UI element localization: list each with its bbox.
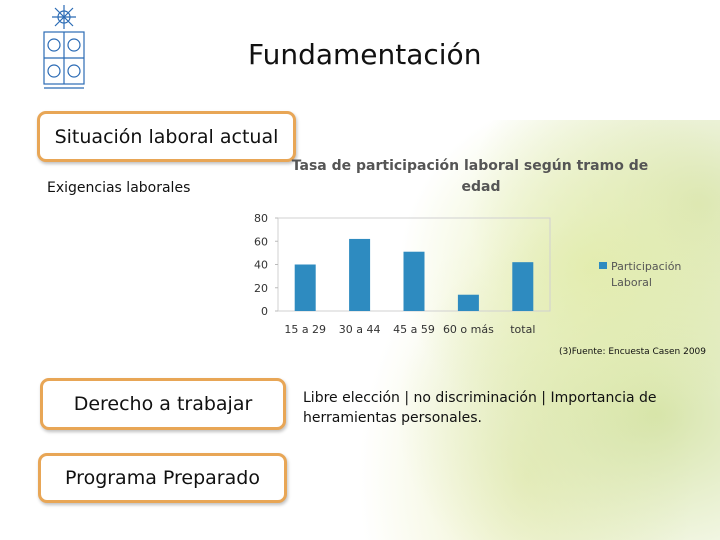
chart-title-line-1: Tasa de participación laboral según tram… <box>292 158 648 174</box>
programa-preparado-box: Programa Preparado <box>38 453 287 503</box>
y-tick-label: 0 <box>261 305 268 318</box>
derecho-trabajar-label: Derecho a trabajar <box>73 393 253 415</box>
bar-3 <box>457 294 479 311</box>
x-tick-label: 30 a 44 <box>339 323 381 336</box>
source-note: (3)Fuente: Encuesta Casen 2009 <box>559 347 707 357</box>
situacion-laboral-label: Situación laboral actual <box>54 125 279 148</box>
y-tick-label: 80 <box>254 212 268 225</box>
programa-preparado-label: Programa Preparado <box>65 467 260 489</box>
exigencias-subtitle: Exigencias laborales <box>47 180 191 196</box>
description-text: Libre elección | no discriminación | Imp… <box>303 390 657 426</box>
bar-4 <box>512 262 534 311</box>
slide-title: Fundamentación <box>248 38 482 71</box>
x-tick-label: 45 a 59 <box>393 323 435 336</box>
bar-1 <box>349 238 371 311</box>
university-crest-icon <box>40 4 88 90</box>
derecho-trabajar-box: Derecho a trabajar <box>40 378 286 430</box>
legend-label-line-1: Participación <box>611 260 681 273</box>
y-tick-label: 40 <box>254 259 268 272</box>
bar-0 <box>294 264 316 311</box>
legend-swatch <box>599 262 607 269</box>
x-tick-label: 15 a 29 <box>284 323 326 336</box>
background-foliage <box>290 120 720 540</box>
situacion-laboral-box: Situación laboral actual <box>37 111 296 162</box>
x-tick-label: 60 o más <box>443 323 494 336</box>
x-tick-label: total <box>510 323 535 336</box>
y-tick-label: 60 <box>254 235 268 248</box>
participation-chart: Tasa de participación laboral según tram… <box>254 158 681 336</box>
legend-label-line-2: Laboral <box>611 276 652 289</box>
chart-title-line-2: edad <box>462 179 501 195</box>
bar-2 <box>403 251 425 311</box>
y-tick-label: 20 <box>254 282 268 295</box>
plot-area: 0 20 40 60 80 15 a 29 30 a 44 45 a 59 60 o más to… <box>254 212 551 336</box>
